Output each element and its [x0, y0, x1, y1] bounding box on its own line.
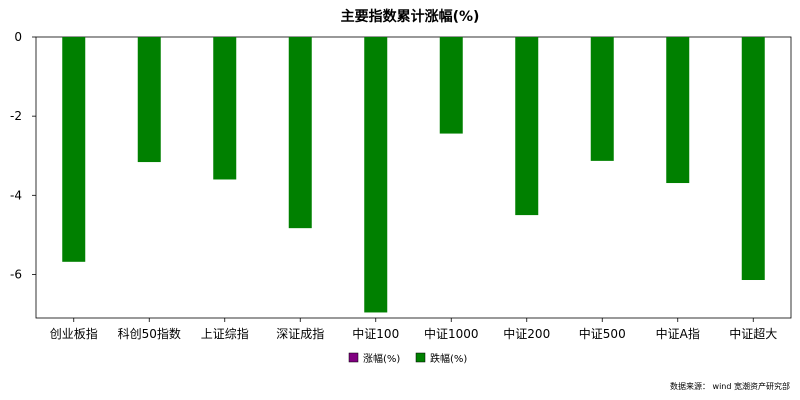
bar: [137, 37, 161, 163]
bar: [213, 37, 237, 180]
x-tick-label: 中证500: [579, 326, 626, 341]
x-tick-label: 科创50指数: [118, 326, 181, 341]
y-axis-tick-labels: 0 -2 -4 -6: [10, 30, 22, 281]
x-tick-label: 创业板指: [50, 326, 98, 341]
x-axis-tick-labels: 创业板指 科创50指数 上证综指 深证成指 中证100 中证1000 中证200 中证500 中…: [50, 326, 778, 341]
legend: 涨幅(%) 跌幅(%): [348, 352, 467, 365]
y-tick-label: -2: [10, 109, 22, 123]
bar: [62, 37, 86, 262]
y-tick-label: -4: [10, 188, 22, 202]
x-tick-label: 中证200: [503, 326, 550, 341]
bar: [288, 37, 312, 229]
legend-label-rise: 涨幅(%): [363, 352, 400, 365]
bar: [741, 37, 765, 281]
plot-frame: [35, 36, 792, 319]
bar: [590, 37, 614, 161]
legend-label-fall: 跌幅(%): [430, 352, 467, 365]
bar: [364, 37, 388, 313]
bar: [439, 37, 463, 134]
data-source-note: 数据来源： wind 宽潮资产研究部: [670, 381, 790, 391]
x-tick-label: 深证成指: [276, 326, 324, 341]
x-tick-label: 中证100: [352, 326, 399, 341]
chart-title: 主要指数累计涨幅(%): [341, 8, 480, 25]
bar: [515, 37, 539, 216]
legend-swatch-fall: [415, 352, 426, 363]
bar: [666, 37, 690, 184]
y-tick-label: 0: [14, 30, 22, 44]
y-tick-label: -6: [10, 267, 22, 281]
x-tick-label: 中证A指: [656, 326, 700, 341]
x-tick-label: 上证综指: [201, 326, 249, 341]
x-tick-label: 中证超大: [729, 326, 777, 341]
legend-swatch-rise: [348, 352, 359, 363]
x-tick-label: 中证1000: [424, 326, 479, 341]
bars-layer: [62, 37, 765, 313]
axes-layer: [32, 36, 792, 322]
